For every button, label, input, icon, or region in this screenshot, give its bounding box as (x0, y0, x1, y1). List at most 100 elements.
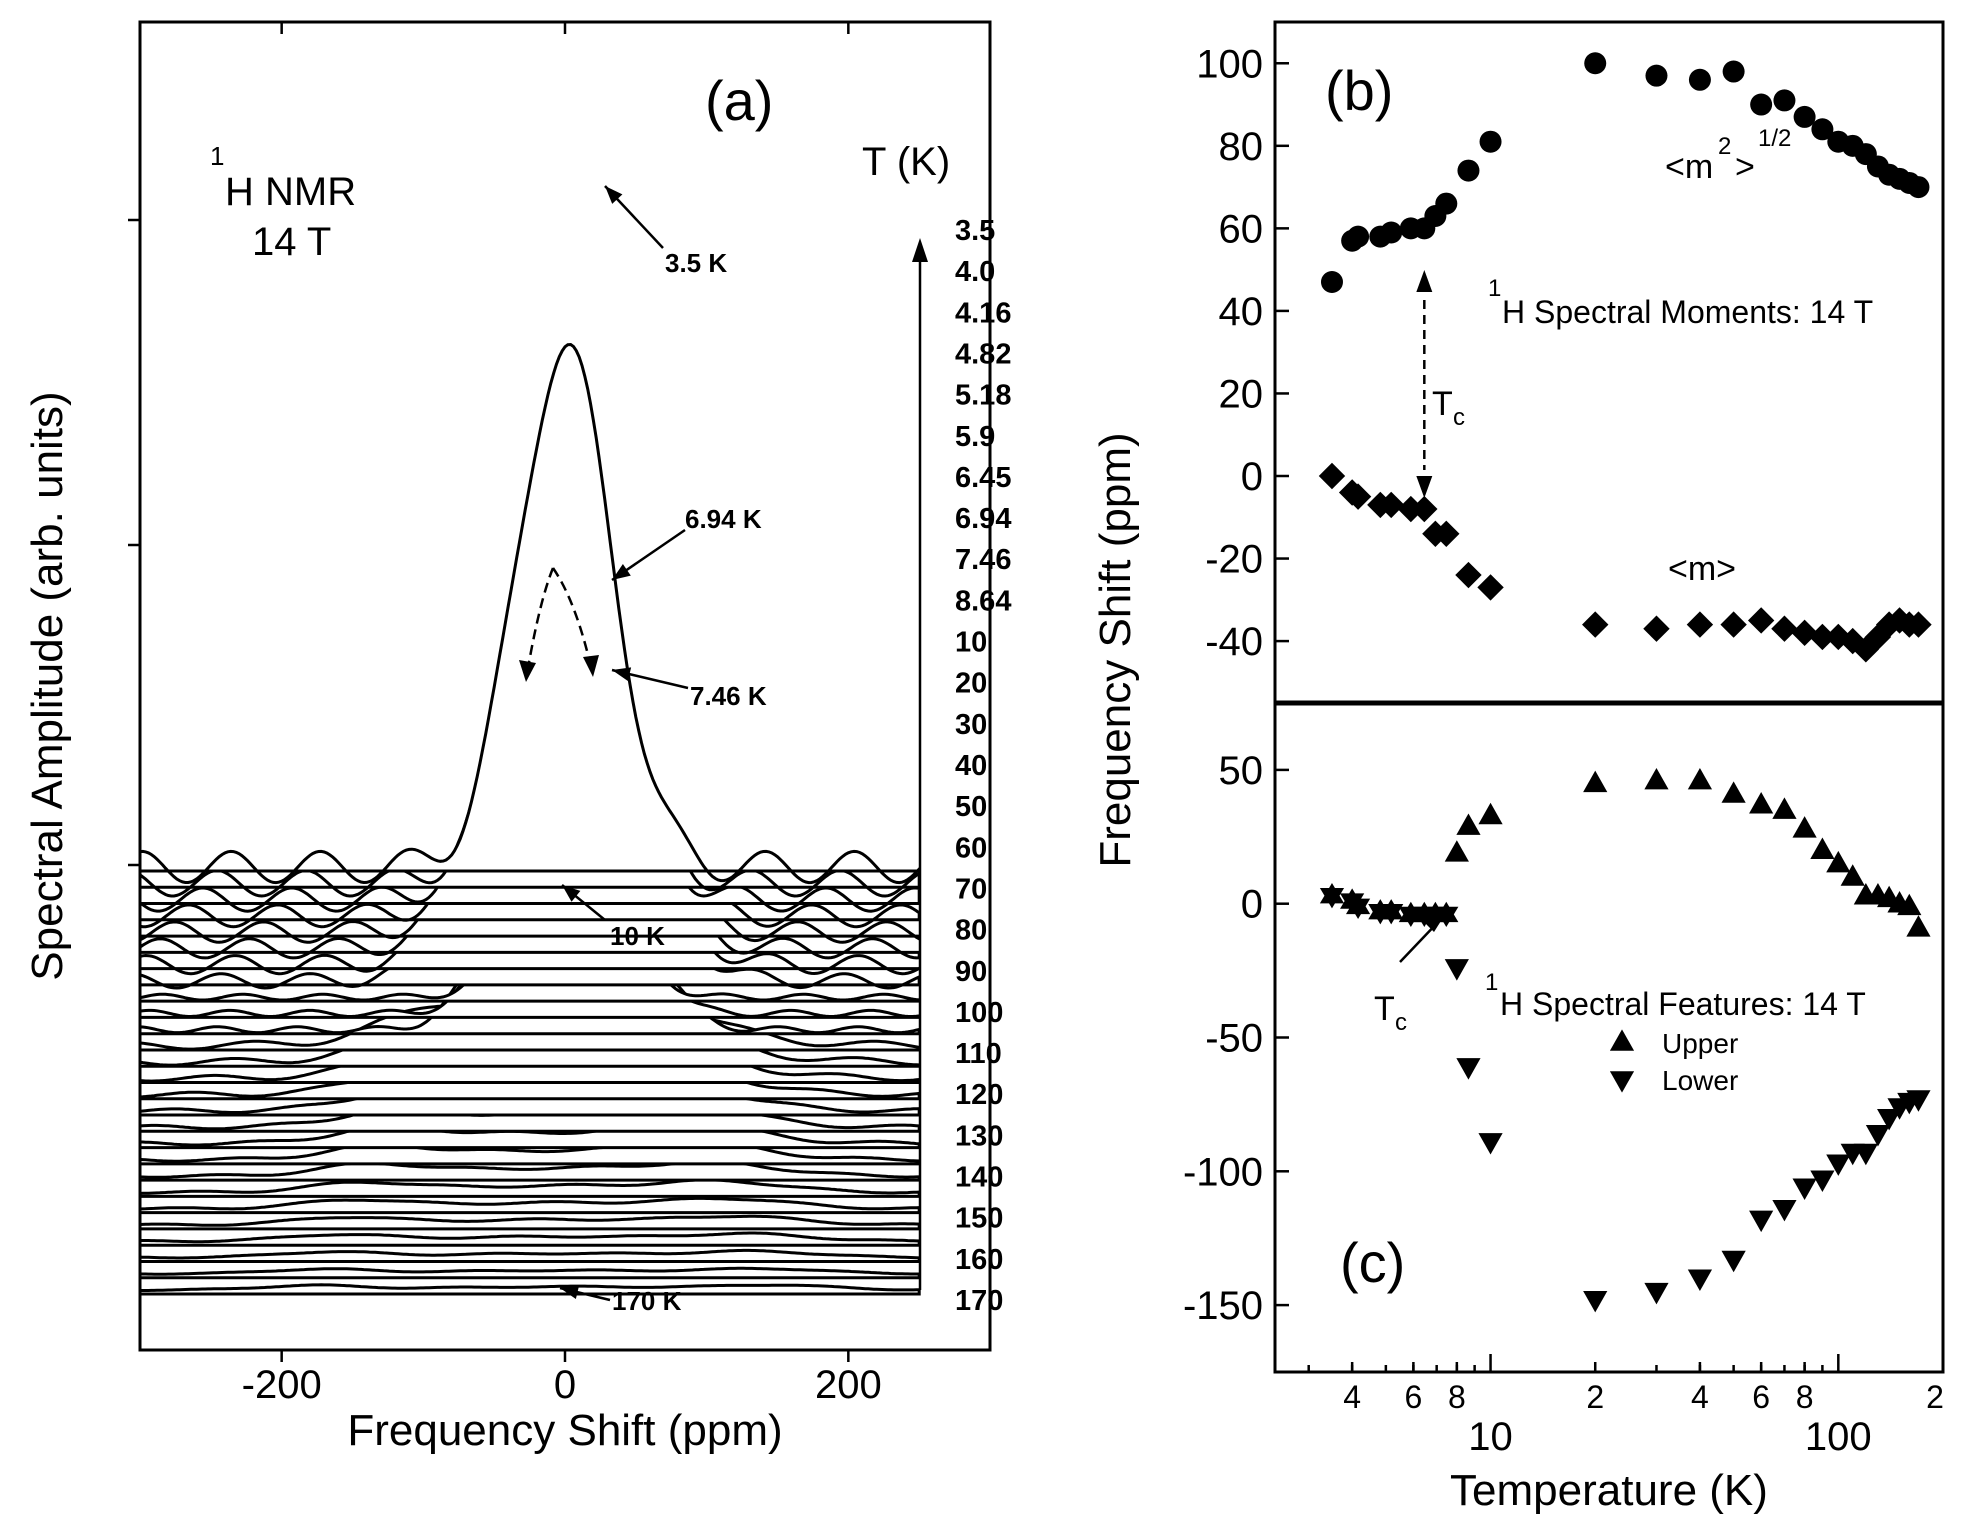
spectrum-curve-140 (138, 1231, 921, 1247)
panel-c-point-triangle-up (1810, 837, 1835, 859)
panel-b-point-diamond (1377, 491, 1405, 519)
panel-b-point-diamond (1864, 623, 1892, 651)
panel-c-point-triangle-up (1897, 893, 1922, 916)
panel-c-point-triangle-up (1721, 781, 1746, 803)
panel-b-point-diamond (1318, 462, 1346, 490)
panel-c-point-triangle-down (1826, 1154, 1851, 1176)
temperature-label-160: 160 (955, 1244, 1003, 1276)
split-arrow-left (526, 567, 555, 669)
curve-annotation-label: 10 K (610, 921, 665, 951)
spectrum-curve-110 (138, 1178, 921, 1198)
m2-label-base: <m (1665, 148, 1713, 186)
panel-b-point-diamond (1771, 615, 1798, 642)
panel-b-point-circle (1435, 192, 1458, 215)
temperature-label-40: 40 (955, 750, 987, 782)
panel-bc-temperature-plots: -40 -20 0 20 40 60 80 100 -150 -100 -50 0 50 10 100 4… (1091, 20, 1945, 1515)
temperature-label-5.9: 5.9 (955, 421, 995, 453)
temperature-label-70: 70 (955, 873, 987, 905)
temperature-labels: 3.5 4.0 4.16 4.82 5.18 5.9 6.45 6.94 7.46 8.64 10 2… (955, 215, 1011, 1317)
panel-b-point-diamond (1397, 495, 1425, 523)
spectra-curves (138, 342, 921, 1296)
panel-b-title-superscript: 1 (1488, 275, 1501, 302)
panel-b-markers (1318, 52, 1932, 663)
temperature-label-20: 20 (955, 668, 987, 700)
legend-upper-label: Upper (1662, 1028, 1738, 1059)
nmr-label-line2: 14 T (252, 220, 331, 264)
spectrum-curve-120 (138, 1196, 921, 1215)
panel-c-point-triangle-down (1644, 1282, 1669, 1305)
curve-annotation-arrow-head (612, 667, 632, 681)
temperature-label-4.16: 4.16 (955, 297, 1011, 329)
panel-b-y-tick-label: -40 (1205, 620, 1263, 664)
panel-c-point-star-down (1319, 887, 1345, 909)
panel-b-point-diamond (1411, 495, 1438, 523)
panel-c-point-star (1319, 883, 1345, 909)
temperature-label-50: 50 (955, 791, 987, 823)
panel-c-point-triangle-up (1478, 802, 1503, 825)
panel-c-point-triangle-down (1456, 1058, 1481, 1080)
panel-b-label: (b) (1325, 59, 1393, 122)
panel-b-point-diamond (1809, 623, 1836, 651)
spectrum-curve-160 (138, 1266, 921, 1280)
panel-c-point-triangle-up (1840, 864, 1865, 886)
panel-c-point-triangle-up (1583, 770, 1608, 793)
panel-b-point-diamond (1455, 561, 1482, 589)
panel-c-point-triangle-down (1478, 1133, 1503, 1155)
panel-b-point-circle (1645, 64, 1668, 87)
m2-label-exponent: 1/2 (1758, 125, 1791, 152)
panel-a-x-ticks: -200 0 200 (242, 22, 882, 1407)
spectrum-curve-170 (138, 1283, 921, 1296)
legend-lower-marker (1609, 1071, 1635, 1093)
temperature-minor-tick-label: 2 (1926, 1379, 1944, 1415)
split-arrow-right (551, 567, 592, 664)
panel-b-point-diamond (1747, 607, 1775, 634)
panel-c-point-triangle-up (1644, 767, 1669, 790)
curve-annotation-arrow-head (562, 885, 581, 902)
panel-a-label: (a) (705, 69, 773, 132)
panel-c-x-axis-label: Temperature (K) (1450, 1466, 1768, 1515)
panel-c-tc-subscript: c (1395, 1009, 1407, 1036)
curve-annotation-arrow-head (605, 186, 623, 204)
m2-label-sup: 2 (1718, 133, 1731, 160)
temperature-minor-tick-label: 4 (1343, 1379, 1361, 1415)
panel-c-y-tick-label: 50 (1219, 749, 1264, 793)
panel-b-y-tick-label: 60 (1219, 207, 1264, 251)
panel-b-point-circle (1479, 130, 1502, 153)
panel-b-point-circle (1688, 68, 1711, 91)
temperature-label-4.82: 4.82 (955, 338, 1011, 370)
panel-b-point-circle (1347, 225, 1370, 248)
temperature-label-90: 90 (955, 956, 987, 988)
curve-annotation-arrow-head (612, 564, 631, 580)
panel-c-point-triangle-down (1810, 1170, 1835, 1192)
temperature-label-150: 150 (955, 1203, 1003, 1235)
panel-c-tc-arrow-head (1424, 913, 1446, 932)
split-arrow-left-head (519, 660, 536, 682)
panel-c-point-triangle-down (1749, 1210, 1774, 1233)
split-arrow-right-head (583, 655, 599, 677)
nmr-label-superscript: 1 (210, 141, 224, 171)
panel-b-point-diamond (1791, 619, 1818, 647)
panel-c-point-star-down (1345, 898, 1371, 920)
panel-c-title-superscript: 1 (1485, 969, 1498, 996)
tc-arrow-head-up (1416, 270, 1433, 292)
temperature-label-140: 140 (955, 1162, 1003, 1194)
panel-c-point-triangle-up (1772, 797, 1797, 819)
panel-b-point-diamond (1875, 611, 1903, 638)
panel-b-point-circle (1457, 159, 1480, 182)
panel-b-point-diamond (1686, 611, 1714, 638)
spectrum-curve-100 (138, 1159, 921, 1182)
temperature-label-120: 120 (955, 1079, 1003, 1111)
panel-c-point-triangle-down (1687, 1269, 1713, 1291)
panel-bc-frame (1273, 20, 1945, 1374)
panel-c-markers (1319, 767, 1931, 1313)
curve-annotation-label: 3.5 K (665, 248, 727, 278)
curve-annotation-arrow-head (560, 1285, 580, 1300)
m-label: <m> (1668, 550, 1736, 588)
nmr-label-line1: H NMR (225, 170, 356, 214)
temperature-label-3.5: 3.5 (955, 215, 995, 247)
panel-b-point-circle (1793, 105, 1816, 128)
legend-upper-marker (1609, 1029, 1635, 1051)
panel-b-point-diamond (1477, 574, 1504, 601)
temperature-label-60: 60 (955, 832, 987, 864)
temperature-minor-tick-label: 2 (1586, 1379, 1604, 1415)
